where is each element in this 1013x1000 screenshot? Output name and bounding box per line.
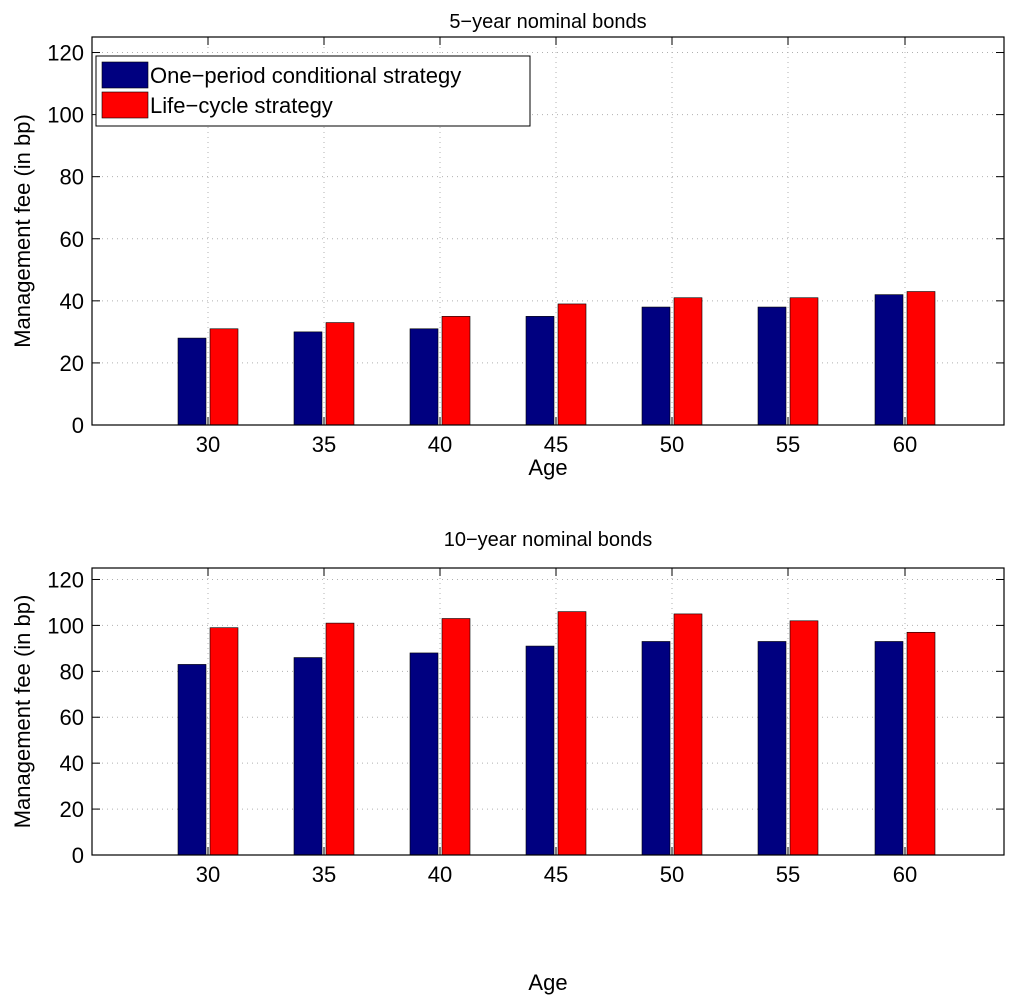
legend: One−period conditional strategy Life−cycl…: [95, 55, 531, 127]
chart-panel-1: 5−year nominal bonds 0 20 40 60 80 100 120 30 35 4…: [10, 11, 1005, 480]
bar: [325, 622, 355, 856]
bar: [293, 331, 323, 426]
chart-panel-2: 10−year nominal bonds 0 20 40 60 80 100 120 30 35…: [10, 529, 1005, 995]
axes-frame: [91, 36, 1005, 426]
x-tick-label: 60: [893, 432, 917, 457]
bar: [641, 641, 671, 856]
legend-swatch: [101, 91, 149, 119]
bar: [441, 316, 471, 426]
y-tick-label: 100: [47, 613, 84, 638]
y-axis-label: Management fee (in bp): [10, 595, 35, 829]
x-tick-label: 50: [660, 862, 684, 887]
legend-label: Life−cycle strategy: [150, 93, 333, 118]
y-tick-label: 40: [60, 289, 84, 314]
y-tick-label: 60: [60, 227, 84, 252]
bar: [293, 657, 323, 856]
bar: [325, 322, 355, 426]
bar: [409, 652, 439, 856]
bar: [441, 618, 471, 856]
bar: [525, 645, 555, 856]
y-tick-label: 80: [60, 659, 84, 684]
chart-title: 10−year nominal bonds: [444, 529, 652, 551]
bar: [757, 641, 787, 856]
y-tick-label: 120: [47, 567, 84, 592]
x-axis-label: Age: [528, 455, 567, 480]
bar: [874, 294, 904, 426]
bar: [525, 316, 555, 426]
y-tick-label: 80: [60, 165, 84, 190]
x-tick-label: 50: [660, 432, 684, 457]
x-tick-label: 35: [312, 432, 336, 457]
x-tick-label: 55: [776, 432, 800, 457]
bar: [209, 627, 239, 856]
x-tick-label: 45: [544, 432, 568, 457]
x-tick-label: 30: [196, 862, 220, 887]
x-tick-label: 35: [312, 862, 336, 887]
y-tick-label: 20: [60, 797, 84, 822]
bar: [789, 620, 819, 856]
bar: [557, 611, 587, 856]
x-tick-label: 60: [893, 862, 917, 887]
bar: [673, 297, 703, 426]
bar: [673, 613, 703, 856]
y-tick-label: 100: [47, 103, 84, 128]
legend-swatch: [101, 61, 149, 89]
y-tick-label: 120: [47, 41, 84, 66]
bar: [874, 641, 904, 856]
bar: [177, 664, 207, 856]
bar: [757, 306, 787, 426]
y-axis-label: Management fee (in bp): [10, 114, 35, 348]
y-tick-label: 0: [72, 843, 84, 868]
y-tick-label: 40: [60, 751, 84, 776]
bar: [641, 306, 671, 426]
y-tick-label: 0: [72, 413, 84, 438]
bar: [209, 328, 239, 426]
bar: [557, 303, 587, 426]
bar: [906, 631, 936, 856]
x-tick-label: 30: [196, 432, 220, 457]
y-tick-label: 60: [60, 705, 84, 730]
axes-frame: [91, 567, 1005, 856]
x-tick-label: 55: [776, 862, 800, 887]
legend-label: One−period conditional strategy: [150, 63, 461, 88]
y-tick-label: 20: [60, 351, 84, 376]
bar: [906, 291, 936, 426]
legend-box: [95, 55, 531, 127]
x-tick-label: 40: [428, 432, 452, 457]
bar: [409, 328, 439, 426]
x-axis-label: Age: [528, 970, 567, 995]
x-tick-label: 40: [428, 862, 452, 887]
chart-title: 5−year nominal bonds: [449, 11, 646, 33]
bar: [789, 297, 819, 426]
bar: [177, 337, 207, 426]
x-tick-label: 45: [544, 862, 568, 887]
